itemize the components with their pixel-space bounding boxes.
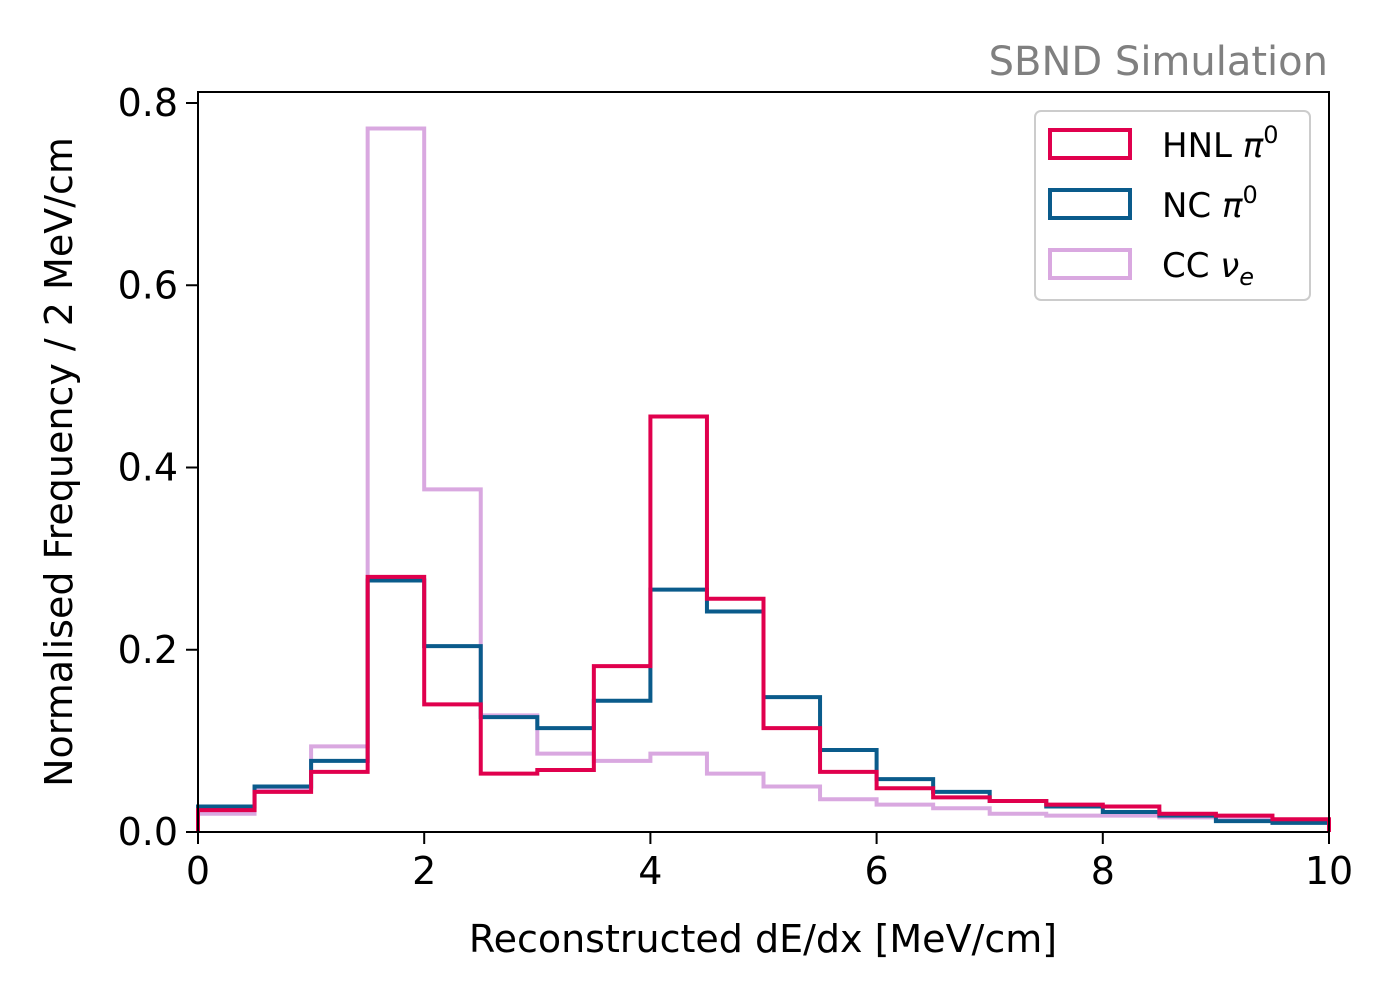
legend-label-0: HNL π0 — [1162, 121, 1279, 166]
y-tick-label-0: 0.0 — [118, 810, 178, 854]
legend-swatch-0 — [1048, 128, 1132, 160]
legend-entry-cc: CC νe — [1048, 246, 1254, 291]
legend-swatch-1 — [1048, 188, 1132, 220]
legend-label-1: NC π0 — [1162, 181, 1258, 226]
legend-swatch-2 — [1048, 248, 1132, 280]
y-tick-label-3: 0.6 — [118, 263, 178, 307]
y-axis-ticks: 0.0 0.2 0.4 0.6 0.8 — [118, 81, 198, 854]
series-hnl — [196, 414, 1331, 832]
x-axis-ticks: 0 2 4 6 8 10 — [186, 832, 1353, 893]
y-axis-title: Normalised Frequency / 2 MeV/cm — [37, 137, 81, 787]
y-tick-label-2: 0.4 — [118, 446, 178, 490]
legend-label-2: CC νe — [1162, 246, 1254, 291]
y-tick-label-1: 0.2 — [118, 628, 178, 672]
x-tick-label-2: 4 — [638, 849, 662, 893]
y-tick-label-4: 0.8 — [118, 81, 178, 125]
x-tick-label-3: 6 — [865, 849, 889, 893]
x-tick-label-0: 0 — [186, 849, 210, 893]
legend-entry-hnl: HNL π0 — [1048, 121, 1279, 166]
x-tick-label-1: 2 — [412, 849, 436, 893]
plot-frame — [197, 91, 1330, 833]
x-axis-title: Reconstructed dE/dx [MeV/cm] — [469, 917, 1057, 961]
x-tick-label-5: 10 — [1305, 849, 1353, 893]
legend: HNL π0 NC π0 CC νe — [1034, 110, 1311, 301]
legend-items: HNL π0 NC π0 CC νe — [1048, 121, 1279, 291]
x-tick-label-4: 8 — [1091, 849, 1115, 893]
series-layer — [196, 126, 1331, 832]
series-line-0 — [196, 414, 1331, 832]
simulation-label: SBND Simulation — [989, 39, 1328, 85]
legend-entry-nc: NC π0 — [1048, 181, 1258, 226]
